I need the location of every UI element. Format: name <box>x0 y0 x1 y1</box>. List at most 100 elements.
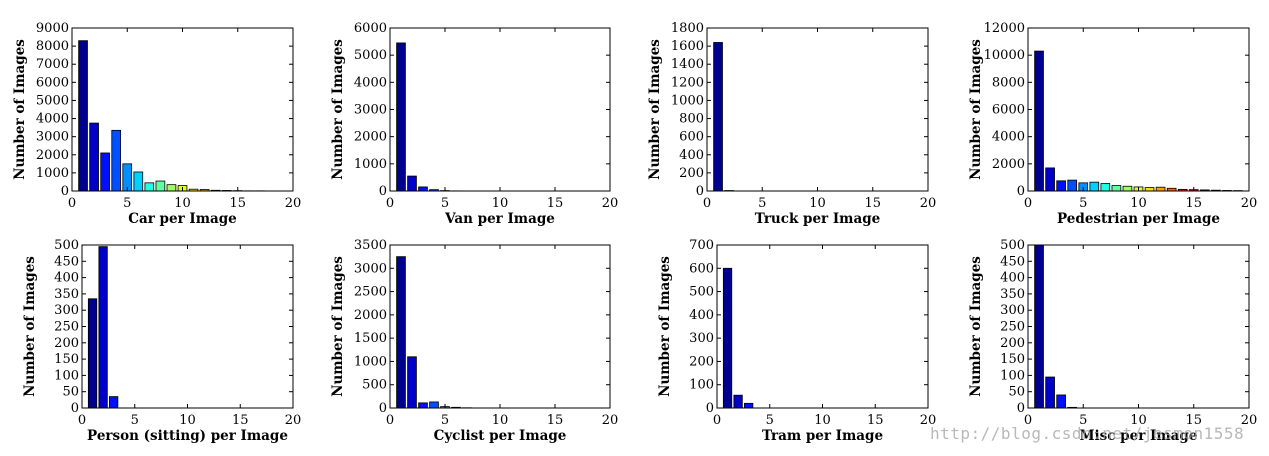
bar <box>87 298 98 409</box>
bar <box>418 402 428 409</box>
y-tick-label: 2000 <box>354 130 387 145</box>
x-tick-label: 10 <box>1130 413 1147 428</box>
y-tick-label: 9000 <box>36 21 69 36</box>
y-tick-label: 5000 <box>354 48 387 63</box>
bar <box>418 186 428 192</box>
x-tick-label: 5 <box>123 196 131 211</box>
y-tick-label: 8000 <box>36 39 69 54</box>
bar <box>713 42 723 192</box>
x-tick-label: 15 <box>547 196 564 211</box>
x-tick-label: 10 <box>814 413 831 428</box>
bar <box>144 182 155 192</box>
x-tick-label: 5 <box>441 413 449 428</box>
x-tick-label: 20 <box>920 196 937 211</box>
bar <box>1122 185 1133 192</box>
bar <box>155 180 166 192</box>
y-tick-label: 500 <box>1000 238 1025 253</box>
x-tick-label: 0 <box>1024 196 1032 211</box>
y-tick-label: 3000 <box>354 261 387 276</box>
y-tick-label: 2500 <box>354 285 387 300</box>
bar <box>122 163 133 192</box>
x-axis-label: Van per Image <box>444 211 555 227</box>
bar <box>98 246 108 409</box>
y-tick-label: 350 <box>54 287 79 302</box>
x-axis-label: Cyclist per Image <box>434 428 567 444</box>
y-tick-label: 0 <box>706 401 714 416</box>
x-tick-label: 0 <box>713 413 721 428</box>
y-tick-label: 1000 <box>36 166 69 181</box>
y-axis-label: Number of Images <box>968 39 984 180</box>
y-tick-label: 0 <box>71 401 79 416</box>
y-tick-label: 4000 <box>354 75 387 90</box>
x-tick-label: 5 <box>1079 413 1087 428</box>
y-axis-label: Number of Images <box>330 256 346 397</box>
x-tick-label: 15 <box>864 196 881 211</box>
y-tick-label: 1200 <box>671 75 704 90</box>
x-tick-label: 0 <box>703 196 711 211</box>
bar <box>1067 179 1078 192</box>
y-tick-label: 50 <box>1008 385 1025 400</box>
y-tick-label: 6000 <box>354 21 387 36</box>
y-tick-label: 1000 <box>354 354 387 369</box>
x-tick-label: 20 <box>602 196 619 211</box>
bar <box>1034 50 1044 192</box>
x-tick-label: 15 <box>867 413 884 428</box>
y-tick-label: 600 <box>689 261 714 276</box>
y-tick-label: 400 <box>1000 271 1025 286</box>
bar <box>78 40 88 192</box>
y-axis-label: Number of Images <box>647 39 663 180</box>
bar <box>1089 181 1100 192</box>
chart-panel-1: 0 5 10 15 20 0 1000 2000 3000 4000 5000 6000 7000 800… <box>12 21 301 227</box>
y-tick-label: 400 <box>679 148 704 163</box>
bar <box>407 356 417 409</box>
x-tick-label: 5 <box>766 413 774 428</box>
y-tick-label: 300 <box>689 331 714 346</box>
y-tick-label: 1500 <box>354 331 387 346</box>
bar <box>89 122 99 192</box>
y-tick-label: 3000 <box>36 130 69 145</box>
x-tick-label: 5 <box>758 196 766 211</box>
x-tick-label: 20 <box>920 413 937 428</box>
bar <box>429 401 439 409</box>
x-axis-label: Tram per Image <box>762 428 883 444</box>
y-tick-label: 6000 <box>992 103 1025 118</box>
y-tick-label: 700 <box>689 238 714 253</box>
plot-frame <box>389 244 611 409</box>
y-tick-label: 0 <box>1017 184 1025 199</box>
chart-panel-2: 0 5 10 15 20 0 1000 2000 3000 4000 5000 6000 Van per… <box>330 21 618 227</box>
y-tick-label: 4000 <box>36 112 69 127</box>
y-tick-label: 1400 <box>671 57 704 72</box>
y-tick-label: 400 <box>689 308 714 323</box>
x-tick-label: 10 <box>1130 196 1147 211</box>
y-tick-label: 450 <box>54 254 79 269</box>
chart-panel-8: 0 5 10 15 20050100150200250300350400450500Mi… <box>968 238 1257 444</box>
y-tick-label: 50 <box>62 385 79 400</box>
y-axis-label: Number of Images <box>968 256 984 397</box>
y-tick-label: 350 <box>1000 287 1025 302</box>
y-tick-label: 400 <box>54 271 79 286</box>
y-tick-label: 600 <box>679 130 704 145</box>
x-axis-label: Car per Image <box>128 211 237 227</box>
y-tick-label: 200 <box>54 336 79 351</box>
bar <box>111 129 122 192</box>
x-tick-label: 20 <box>1241 413 1258 428</box>
x-tick-label: 0 <box>1024 413 1032 428</box>
x-axis-label: Pedestrian per Image <box>1057 211 1220 227</box>
y-tick-label: 150 <box>1000 352 1025 367</box>
y-tick-label: 1000 <box>671 93 704 108</box>
bar <box>744 402 754 409</box>
y-tick-label: 7000 <box>36 57 69 72</box>
x-tick-label: 0 <box>386 196 394 211</box>
y-tick-label: 300 <box>54 303 79 318</box>
y-tick-label: 10000 <box>984 48 1025 63</box>
y-tick-label: 0 <box>379 184 387 199</box>
x-axis-label: Person (sitting) per Image <box>87 428 288 444</box>
plot-frame <box>706 27 929 192</box>
bar <box>722 267 733 409</box>
bar <box>133 171 144 192</box>
y-tick-label: 4000 <box>992 130 1025 145</box>
y-axis-label: Number of Images <box>657 256 673 397</box>
y-tick-label: 300 <box>1000 303 1025 318</box>
bar <box>1144 187 1155 192</box>
